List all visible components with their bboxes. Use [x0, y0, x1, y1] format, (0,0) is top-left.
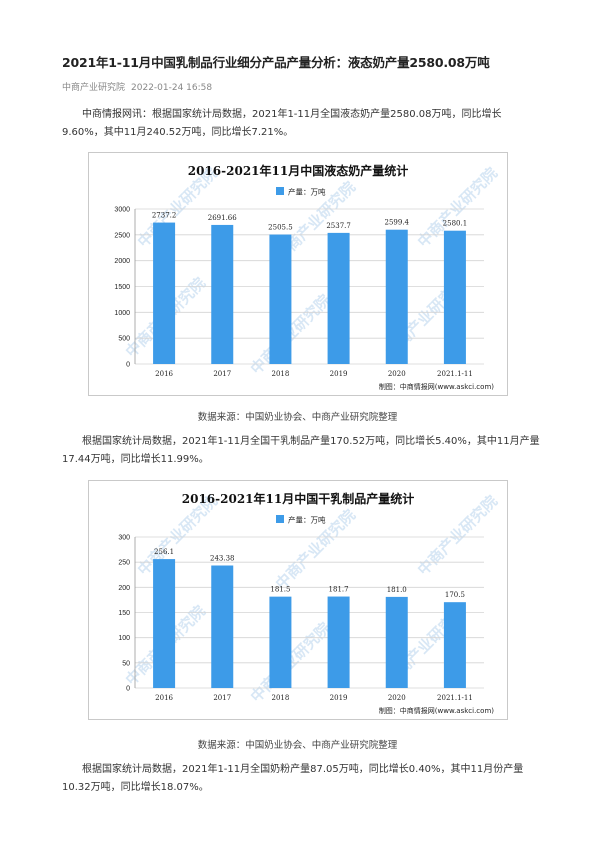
x-tick-label: 2020 [388, 694, 406, 702]
chart-credit: 制图：中商情报网(www.askci.com) [379, 382, 494, 391]
bar [385, 596, 408, 688]
data-label: 2599.4 [385, 219, 410, 227]
y-tick-label: 3000 [114, 207, 130, 214]
bar [269, 596, 292, 688]
data-label: 256.1 [154, 548, 174, 556]
y-tick-label: 0 [126, 362, 130, 369]
x-tick-label: 2019 [330, 370, 348, 378]
data-label: 2737.2 [152, 212, 177, 220]
data-label: 181.5 [270, 586, 290, 594]
y-tick-label: 300 [118, 535, 130, 542]
data-label: 2537.7 [326, 222, 351, 230]
x-tick-label: 2018 [272, 694, 290, 702]
paragraph-milk-powder: 根据国家统计局数据，2021年1-11月全国奶粉产量87.05万吨，同比增长0.… [62, 764, 524, 793]
chart-title: 2016-2021年11月中国干乳制品产量统计 [182, 491, 414, 506]
bar [211, 224, 234, 364]
data-label: 2580.1 [443, 220, 468, 228]
x-tick-label: 2021.1-11 [437, 370, 473, 378]
x-tick-label: 2021.1-11 [437, 694, 473, 702]
x-tick-label: 2019 [330, 694, 348, 702]
bar [327, 596, 350, 688]
chart-dry-dairy: 中商产业研究院中商产业研究院中商产业研究院中商产业研究院中商产业研究院中商产业研… [88, 480, 508, 720]
bar [443, 230, 466, 364]
article-source[interactable]: 中商产业研究院 [62, 83, 126, 93]
bar [385, 229, 408, 364]
legend-swatch [276, 187, 284, 195]
chart-source-2: 数据来源：中国奶业协会、中商产业研究院整理 [197, 740, 398, 751]
data-label: 181.7 [329, 586, 349, 594]
y-tick-label: 2000 [114, 258, 130, 265]
watermark-text: 中商产业研究院 [414, 492, 501, 579]
y-tick-label: 2500 [114, 232, 130, 239]
data-label: 181.0 [387, 586, 407, 594]
paragraph-dry-dairy: 根据国家统计局数据，2021年1-11月全国干乳制品产量170.52万吨，同比增… [62, 436, 540, 465]
bar [269, 234, 292, 364]
legend-swatch [276, 515, 284, 523]
article-meta: 中商产业研究院 2022-01-24 16:58 [62, 80, 218, 93]
chart-dry-dairy-svg: 中商产业研究院中商产业研究院中商产业研究院中商产业研究院中商产业研究院中商产业研… [118, 491, 501, 715]
data-label: 170.5 [445, 591, 465, 599]
y-tick-label: 250 [118, 560, 130, 567]
chart-liquid-milk-svg: 中商产业研究院中商产业研究院中商产业研究院中商产业研究院中商产业研究院中商产业研… [114, 163, 501, 391]
article-title: 2021年1-11月中国乳制品行业细分产品产量分析：液态奶产量2580.08万吨 [62, 55, 490, 70]
x-tick-label: 2016 [155, 370, 173, 378]
data-label: 243.38 [210, 554, 235, 562]
data-label: 2691.66 [208, 214, 237, 222]
x-tick-label: 2017 [213, 370, 231, 378]
bar [153, 222, 176, 364]
y-tick-label: 100 [118, 635, 130, 642]
chart-liquid-milk: 中商产业研究院中商产业研究院中商产业研究院中商产业研究院中商产业研究院中商产业研… [88, 152, 508, 396]
y-tick-label: 1000 [114, 310, 130, 317]
chart-title: 2016-2021年11月中国液态奶产量统计 [188, 163, 408, 178]
y-tick-label: 1500 [114, 284, 130, 291]
y-tick-label: 500 [118, 336, 130, 343]
chart-credit: 制图：中商情报网(www.askci.com) [379, 706, 494, 715]
x-tick-label: 2016 [155, 694, 173, 702]
legend-label: 产量：万吨 [288, 187, 326, 197]
chart-source-1: 数据来源：中国奶业协会、中商产业研究院整理 [197, 412, 398, 423]
bar [443, 602, 466, 688]
x-tick-label: 2020 [388, 370, 406, 378]
x-tick-label: 2018 [272, 370, 290, 378]
x-tick-label: 2017 [213, 694, 231, 702]
y-tick-label: 150 [118, 610, 130, 617]
y-tick-label: 0 [126, 686, 130, 693]
bar [153, 559, 176, 688]
legend-label: 产量：万吨 [288, 515, 326, 525]
paragraph-liquid-milk: 中商情报网讯：根据国家统计局数据，2021年1-11月全国液态奶产量2580.0… [62, 109, 502, 138]
bar [327, 232, 350, 364]
y-tick-label: 50 [122, 660, 130, 667]
y-tick-label: 200 [118, 585, 130, 592]
article-date: 2022-01-24 16:58 [131, 83, 213, 93]
data-label: 2505.5 [268, 224, 293, 232]
bar [211, 565, 234, 688]
